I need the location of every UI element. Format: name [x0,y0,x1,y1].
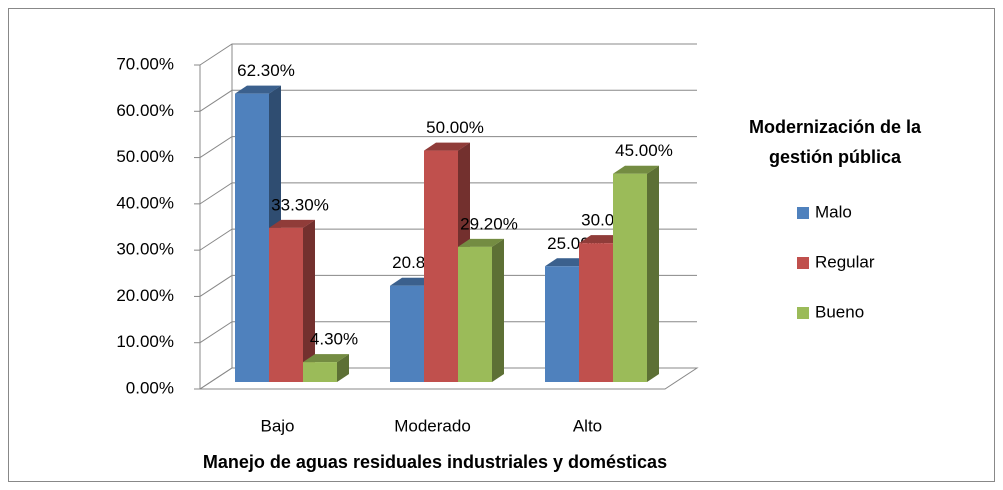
grid-line [199,136,697,158]
bar-side [647,165,659,382]
grid-line [199,43,697,66]
grid-line [199,367,697,390]
bar [458,246,492,382]
bar-side-shade [647,165,659,382]
value-label: 4.30% [310,330,358,349]
x-tick-label: Bajo [260,416,294,435]
chart-border [8,8,995,482]
x-axis-title: Manejo de aguas residuales industriales … [203,452,667,472]
y-tick-label: 40.00% [116,193,174,212]
bar-side [303,219,315,382]
grid-line [199,182,697,205]
bar [303,362,337,382]
bar [390,285,424,382]
bar-side-shade [492,238,504,382]
legend-swatch [797,207,809,219]
value-label: 62.30% [237,61,295,80]
bar [545,266,579,382]
y-tick-label: 70.00% [116,54,174,73]
bar-top-shade [613,165,659,174]
bar-top [235,85,281,94]
grid-line [199,89,697,112]
bar [579,243,613,382]
y-tick-label: 20.00% [116,286,174,305]
grid-line [199,228,697,251]
bar-side [337,354,349,382]
bar-top [424,142,470,151]
bar-top-shade [458,238,504,247]
value-label: 33.30% [271,195,329,214]
grid-line [199,274,697,297]
y-tick-label: 60.00% [116,101,174,120]
bar-side-shade [303,219,315,382]
bar [424,150,458,382]
legend-swatch [797,257,809,269]
bar-top-shade [303,354,349,363]
bar-side [492,238,504,382]
legend-label: Bueno [815,302,864,321]
bar-side-shade [337,354,349,382]
legend-label: Regular [815,252,875,271]
bar-top-shade [235,85,281,94]
y-tick-label: 10.00% [116,332,174,351]
legend-label: Malo [815,202,852,221]
value-label: 29.20% [460,214,518,233]
bar-top [458,238,504,247]
legend-swatch [797,307,809,319]
y-tick-label: 30.00% [116,240,174,259]
y-tick-label: 0.00% [126,378,174,397]
bar-top [303,354,349,363]
legend-title: Modernización de la gestión pública [748,117,922,167]
bar-top [613,165,659,174]
x-tick-label: Alto [573,416,602,435]
bar [269,227,303,382]
bar [235,93,269,382]
bar-top [269,219,315,228]
value-label: 45.00% [615,141,673,160]
bar [613,173,647,382]
grid-line [199,321,697,344]
x-tick-label: Moderado [394,416,471,435]
value-label: 50.00% [426,118,484,137]
bar-top-shade [269,219,315,228]
y-tick-label: 50.00% [116,147,174,166]
bar-top-shade [424,142,470,151]
